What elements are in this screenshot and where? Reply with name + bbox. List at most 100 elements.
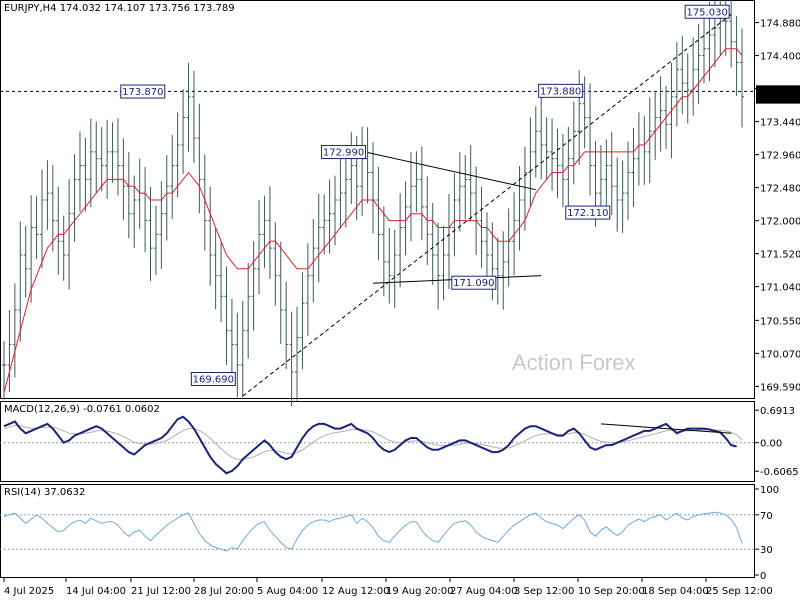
price-bar (148, 186, 153, 282)
price-bar (522, 146, 527, 231)
price-bar (105, 119, 110, 200)
price-bar (463, 155, 468, 220)
price-bar (582, 76, 587, 149)
price-bar (501, 231, 506, 310)
price-tick-label: 174.400 (760, 52, 800, 63)
price-bar (72, 154, 77, 242)
price-tick-label: 172.480 (760, 184, 800, 195)
price-bar (88, 118, 93, 208)
price-bar (246, 263, 251, 359)
price-bar (77, 131, 82, 212)
price-bar (305, 243, 310, 337)
price-tick-label: 171.040 (760, 283, 800, 294)
price-bar (588, 83, 593, 196)
price-bar (436, 222, 441, 310)
price-annotation-label: 169.690 (193, 374, 234, 385)
price-bar (18, 221, 23, 342)
price-annotation: 172.110 (565, 205, 611, 220)
price-bar (110, 122, 115, 183)
price-bar (219, 242, 224, 323)
last-price-label: 173.789 (756, 91, 800, 105)
price-bar (495, 237, 500, 305)
price-bar (387, 227, 392, 304)
rsi-title: RSI(14) 37.0632 (4, 487, 86, 498)
price-bar (419, 146, 424, 241)
price-bar (674, 42, 679, 127)
price-bar (186, 62, 191, 152)
price-bar (430, 202, 435, 285)
price-bar (457, 151, 462, 232)
price-annotation-label: 172.110 (567, 208, 608, 219)
price-bar (56, 186, 61, 275)
price-bar (34, 196, 39, 260)
price-bar (278, 241, 283, 344)
price-bar (240, 300, 245, 398)
price-bar (29, 195, 34, 303)
price-annotation-label: 172.990 (323, 148, 364, 159)
price-bar (381, 206, 386, 297)
price-bar (311, 219, 316, 303)
price-tick-label: 172.000 (760, 217, 800, 228)
price-bar (224, 266, 229, 365)
x-tick-label: 19 Aug 20:00 (386, 586, 453, 597)
price-annotation-label: 173.880 (540, 86, 581, 97)
price-bar (7, 310, 12, 392)
rsi-layer (0, 511, 755, 552)
price-tick-label: 170.550 (760, 316, 800, 327)
price-tick-label: 169.590 (760, 382, 800, 393)
triangle-upper-line (367, 152, 536, 191)
price-tick-label: 172.960 (760, 151, 800, 162)
price-bar (262, 195, 267, 268)
price-bar (609, 131, 614, 216)
price-bar (322, 194, 327, 255)
price-bar (94, 121, 99, 194)
price-bar (528, 117, 533, 206)
price-bar (441, 225, 446, 301)
price-bar (685, 53, 690, 124)
price-bar (164, 155, 169, 241)
price-tick-label: 171.520 (760, 250, 800, 261)
price-bar (213, 227, 218, 310)
price-bar (658, 76, 663, 152)
price-bar (729, 0, 734, 68)
macd-line (3, 415, 737, 475)
price-bar (316, 193, 321, 283)
price-bar (740, 28, 744, 128)
axis-layer: 174.880174.400173.920173.440172.960172.4… (3, 19, 800, 597)
price-bar (284, 281, 289, 370)
price-tick-label: 173.440 (760, 118, 800, 129)
price-bar (45, 160, 50, 230)
price-annotation: 173.880 (538, 83, 584, 98)
macd-tick-label: 0.6913 (760, 406, 795, 417)
price-bar (734, 16, 739, 96)
x-tick-label: 27 Aug 04:00 (450, 586, 517, 597)
price-bar (403, 181, 408, 256)
price-bar (349, 132, 354, 204)
price-bar (338, 158, 343, 229)
price-bar (2, 340, 6, 400)
price-bar (392, 229, 397, 308)
price-bar (702, 18, 707, 84)
price-bar (343, 152, 348, 228)
watermark: Action Forex (512, 350, 636, 375)
price-bar (229, 298, 234, 373)
price-bar (300, 272, 305, 370)
rsi-tick-label: 0 (760, 571, 766, 582)
price-bar (208, 186, 213, 286)
x-tick-label: 18 Sep 04:00 (642, 586, 709, 597)
price-bar (251, 241, 256, 331)
macd-divergence-line (600, 423, 732, 434)
price-bar (267, 186, 272, 279)
price-bar (273, 222, 278, 306)
x-tick-label: 4 Jul 2025 (4, 586, 54, 597)
x-tick-label: 10 Sep 20:00 (578, 586, 645, 597)
price-bar (398, 193, 403, 288)
x-tick-label: 14 Jul 04:00 (66, 586, 126, 597)
price-bar (615, 157, 620, 232)
price-bar (191, 70, 196, 163)
price-bar (289, 311, 294, 407)
price-bar (620, 160, 625, 233)
price-bar (153, 205, 158, 275)
price-bar (202, 154, 207, 251)
